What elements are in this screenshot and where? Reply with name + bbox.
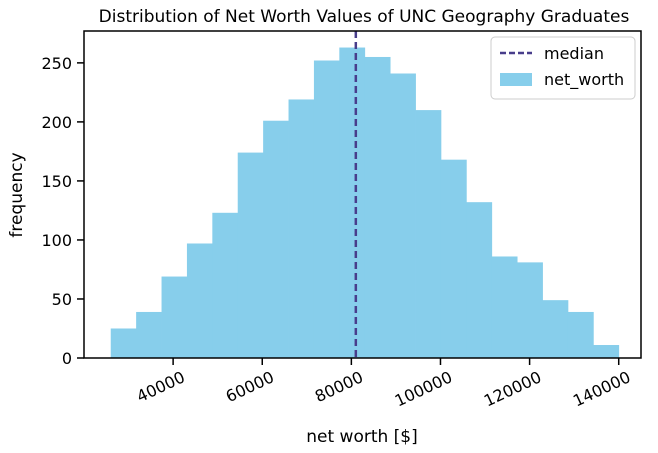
histogram-bar xyxy=(517,262,543,358)
legend-median-label: median xyxy=(544,44,604,63)
chart-title: Distribution of Net Worth Values of UNC … xyxy=(99,7,630,27)
x-tick-label: 140000 xyxy=(570,367,633,410)
histogram-bar xyxy=(237,152,264,358)
histogram-bar xyxy=(263,120,289,358)
histogram-bar xyxy=(313,60,340,358)
x-axis-label: net worth [$] xyxy=(306,427,418,447)
legend: median net_worth xyxy=(490,36,636,100)
histogram-bar xyxy=(542,300,569,358)
legend-net-worth-swatch xyxy=(500,73,532,86)
legend-net-worth-label: net_worth xyxy=(544,70,624,90)
x-axis: 40000 60000 80000 100000 120000 140000 xyxy=(134,358,633,410)
x-tick-label: 100000 xyxy=(392,367,455,410)
histogram-bar xyxy=(364,56,391,358)
y-tick-label: 150 xyxy=(41,172,72,191)
y-tick-label: 200 xyxy=(41,113,72,132)
y-tick-label: 50 xyxy=(52,290,72,309)
histogram-bar xyxy=(440,159,467,358)
histogram-bar xyxy=(415,110,442,358)
histogram-bar xyxy=(390,73,416,358)
histogram-bar xyxy=(136,311,162,358)
y-axis: 0 50 100 150 200 250 xyxy=(41,54,84,368)
histogram-bar xyxy=(110,328,137,358)
y-axis-label: frequency xyxy=(7,152,27,237)
y-tick-label: 250 xyxy=(41,54,72,73)
histogram-bar xyxy=(567,311,594,358)
histogram-bar xyxy=(339,47,366,359)
histogram-bar xyxy=(212,212,239,358)
bars-group xyxy=(110,47,620,359)
histogram-bar xyxy=(288,99,315,359)
x-tick-label: 40000 xyxy=(134,367,188,406)
y-tick-label: 100 xyxy=(41,231,72,250)
x-tick-label: 60000 xyxy=(223,367,277,406)
histogram-bar xyxy=(466,202,493,358)
histogram-bar xyxy=(186,243,213,358)
histogram-bar xyxy=(593,345,620,358)
x-tick-label: 80000 xyxy=(312,367,366,406)
histogram-bar xyxy=(161,276,188,358)
y-tick-label: 0 xyxy=(62,349,72,368)
plot-frame xyxy=(83,30,642,359)
histogram-bar xyxy=(491,256,518,358)
x-tick-label: 120000 xyxy=(481,367,544,410)
